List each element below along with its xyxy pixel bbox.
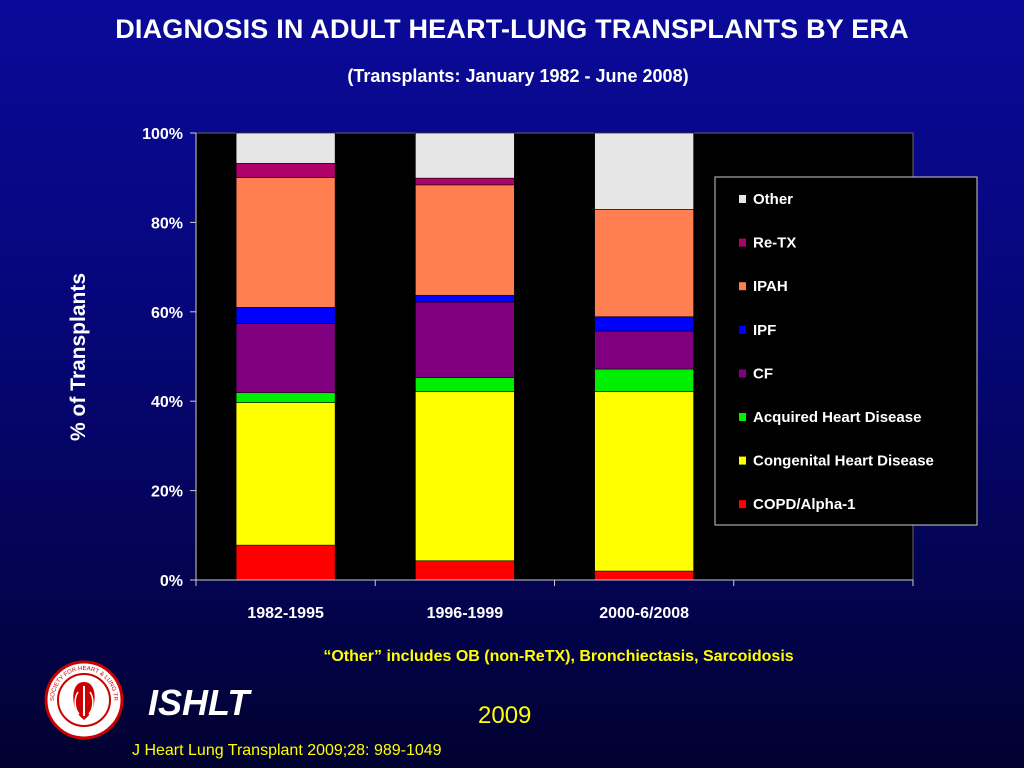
y-tick-label: 20% [151, 484, 183, 501]
legend-label: COPD/Alpha-1 [753, 496, 856, 513]
bar-segment-1-re-tx [235, 163, 336, 178]
bar-segment-1-ipf [235, 307, 336, 324]
legend-label: Re-TX [753, 235, 796, 252]
x-tick-label: 2000-6/2008 [599, 605, 689, 622]
y-tick-label: 100% [142, 126, 183, 143]
bar-segment-3-copd-alpha-1 [594, 570, 694, 581]
x-tick-label: 1996-1999 [427, 605, 504, 622]
bar-segment-3-acquired-heart-disease [594, 368, 694, 392]
legend: Other Re-TX IPAH IPF CF Acquired Heart Diseas… [714, 176, 978, 526]
bar-segment-3-congenital-heart-disease [594, 391, 694, 572]
y-axis-label: % of Transplants [67, 273, 90, 441]
y-tick-label: 0% [160, 573, 183, 590]
footnote: “Other” includes OB (non-ReTX), Bronchie… [323, 648, 794, 665]
bar-segment-1-congenital-heart-disease [235, 402, 336, 546]
bar-segment-2-acquired-heart-disease [415, 377, 515, 392]
citation: J Heart Lung Transplant 2009;28: 989-104… [132, 742, 442, 759]
stacked-bar-chart: 0% 20% 40% 60% 80% 100% 1982-1995 1996-1999 2000… [67, 126, 978, 622]
ishlt-seal-icon: INTERNATIONAL SOCIETY FOR HEART & LUNG T… [42, 656, 124, 740]
legend-swatch [739, 325, 746, 334]
bar-segment-2-cf [415, 301, 515, 378]
chart-subtitle: (Transplants: January 1982 - June 2008) [347, 66, 689, 86]
y-tick-label: 80% [151, 215, 183, 232]
legend-box [714, 176, 978, 526]
legend-label: CF [753, 365, 773, 382]
bar-segment-3-ipah [594, 209, 694, 318]
bar-segment-1-cf [235, 323, 336, 394]
bar-segment-1-ipah [235, 177, 336, 308]
year-label: 2009 [478, 702, 532, 729]
bar-segment-3-cf [594, 330, 694, 370]
bar-segment-2-congenital-heart-disease [415, 391, 515, 562]
bar-stacks [235, 132, 694, 581]
org-name: ISHLT [148, 682, 250, 723]
bar-segment-1-other [235, 132, 336, 164]
legend-label: Acquired Heart Disease [753, 409, 921, 426]
bar-segment-2-re-tx [415, 177, 515, 186]
bar-segment-2-ipah [415, 184, 515, 296]
legend-swatch [739, 413, 746, 421]
legend-label: Congenital Heart Disease [753, 453, 934, 470]
legend-swatch [739, 369, 746, 378]
bar-segment-1-copd-alpha-1 [235, 544, 336, 581]
y-tick-label: 40% [151, 394, 183, 411]
chart-title: DIAGNOSIS IN ADULT HEART-LUNG TRANSPLANT… [115, 14, 909, 44]
legend-swatch [739, 238, 746, 247]
bar-segment-1-acquired-heart-disease [235, 392, 336, 403]
legend-swatch [739, 282, 746, 291]
legend-label: IPAH [753, 278, 788, 295]
legend-label: Other [753, 191, 793, 208]
bar-segment-3-ipf [594, 316, 694, 332]
bar-segment-2-other [415, 132, 515, 179]
legend-swatch [739, 500, 746, 509]
x-tick-label: 1982-1995 [247, 605, 324, 622]
legend-swatch [739, 195, 746, 203]
bar-segment-3-other [594, 132, 694, 210]
y-tick-label: 60% [151, 305, 183, 322]
bar-segment-2-ipf [415, 294, 515, 303]
legend-swatch [739, 456, 746, 465]
bar-segment-2-copd-alpha-1 [415, 560, 515, 581]
axes: 0% 20% 40% 60% 80% 100% 1982-1995 1996-1999 2000… [142, 126, 914, 622]
legend-label: IPF [753, 322, 776, 339]
